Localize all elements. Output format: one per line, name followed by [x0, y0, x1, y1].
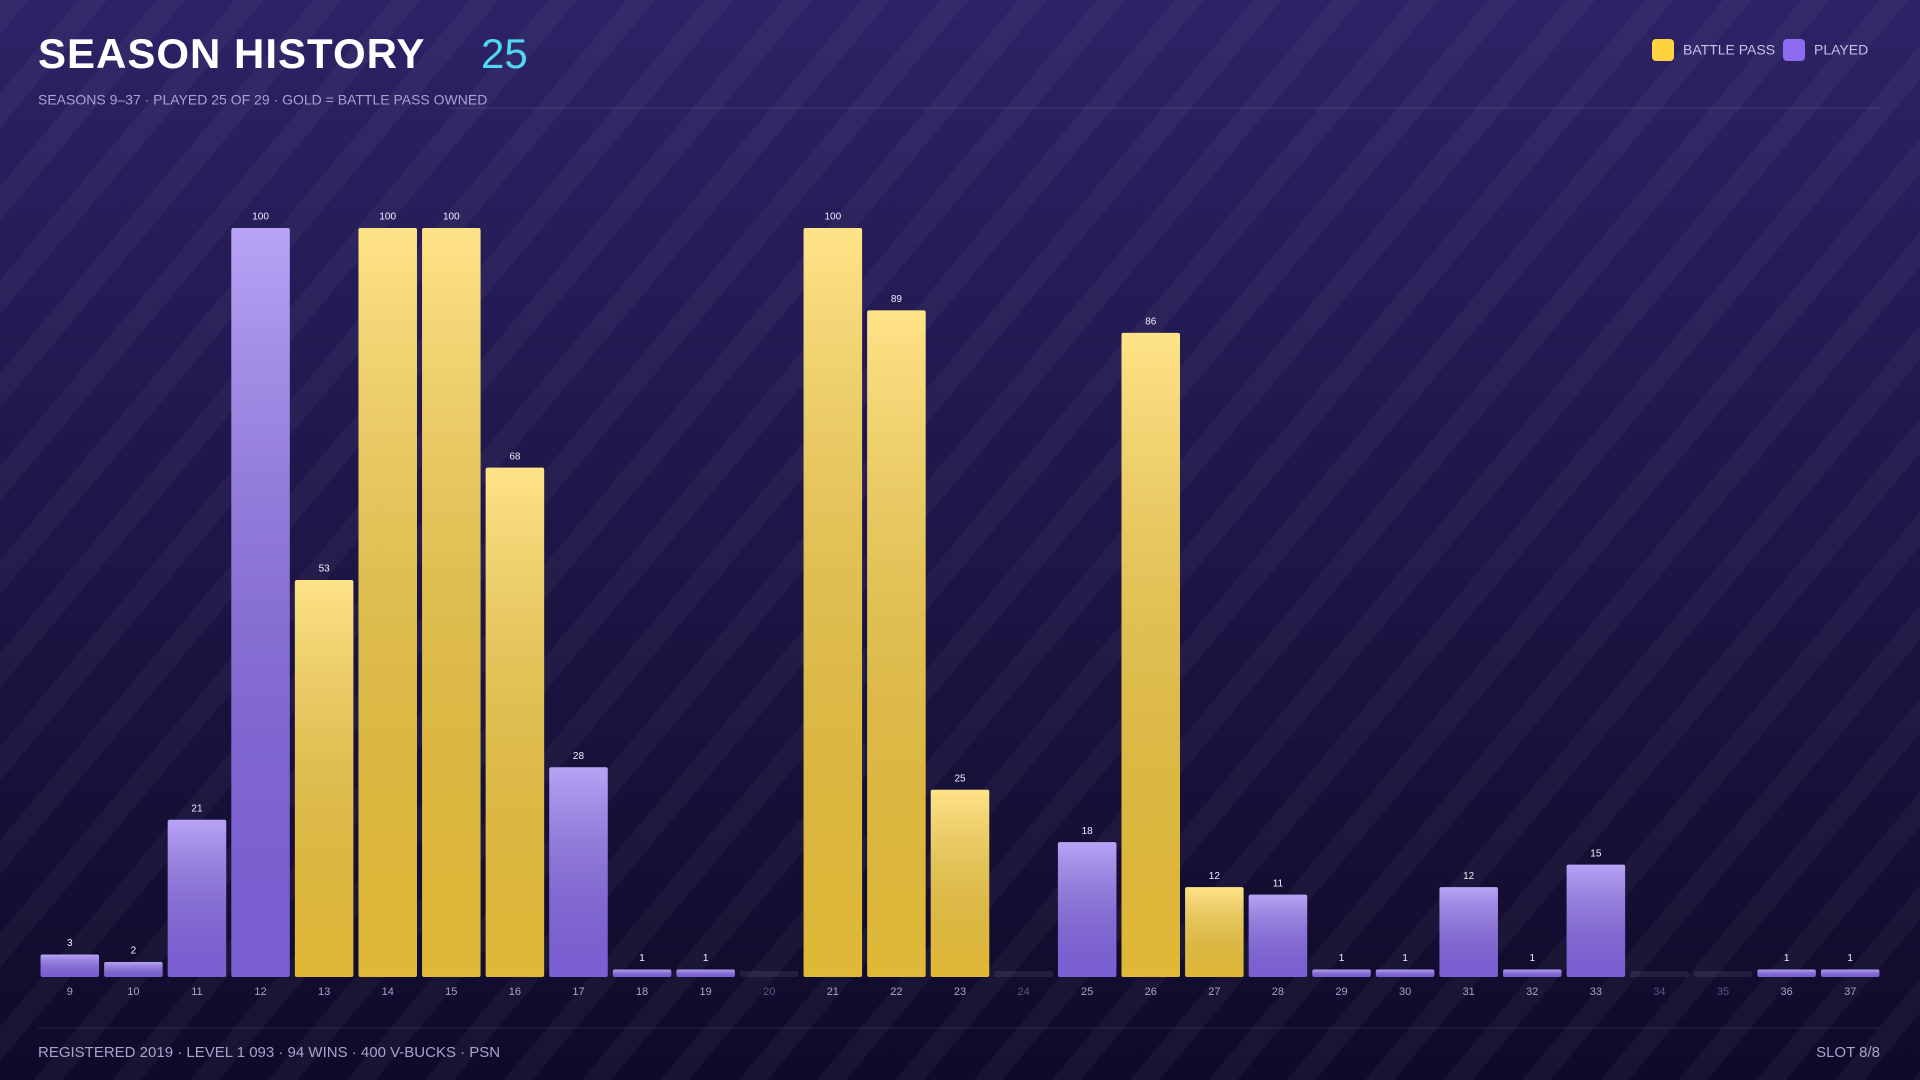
x-tick-label: 30 — [1399, 986, 1411, 998]
empty-slot — [994, 971, 1053, 977]
bar-sheen — [867, 310, 926, 977]
legend: BATTLE PASS PLAYED — [1652, 39, 1868, 61]
value-label: 28 — [573, 751, 585, 762]
x-tick-label: 27 — [1208, 986, 1220, 998]
bar-sheen — [167, 819, 227, 977]
value-label: 100 — [824, 212, 841, 223]
x-tick-label: 23 — [954, 986, 966, 998]
legend-swatch — [1652, 39, 1674, 61]
bar-sheen — [1375, 969, 1435, 977]
value-label: 68 — [509, 451, 521, 462]
bar-sheen — [485, 467, 545, 977]
footer-info: REGISTERED 2019 · LEVEL 1 093 · 94 WINS … — [38, 1044, 500, 1061]
x-tick-label: 25 — [1081, 986, 1093, 998]
bar-sheen — [612, 969, 672, 977]
bar-sheen — [422, 228, 481, 977]
value-label: 53 — [319, 564, 331, 575]
bar-sheen — [40, 954, 100, 977]
x-tick-label: 13 — [318, 986, 330, 998]
value-label: 12 — [1463, 871, 1475, 882]
value-label: 15 — [1590, 848, 1602, 859]
value-label: 1 — [703, 953, 709, 964]
bar-sheen — [104, 962, 163, 977]
bar-sheen — [1248, 894, 1308, 977]
value-label: 18 — [1082, 826, 1094, 837]
bar-sheen — [1185, 887, 1244, 977]
x-tick-label: 37 — [1844, 986, 1856, 998]
x-tick-label: 35 — [1717, 986, 1729, 998]
x-tick-label: 12 — [254, 986, 266, 998]
value-label: 100 — [443, 212, 460, 223]
x-tick-label: 32 — [1526, 986, 1538, 998]
bar-sheen — [1312, 969, 1371, 977]
x-tick-label: 26 — [1145, 986, 1157, 998]
x-tick-label: 19 — [700, 986, 712, 998]
x-tick-label: 17 — [572, 986, 584, 998]
value-label: 89 — [891, 294, 903, 305]
bar-sheen — [358, 228, 417, 977]
x-tick-label: 28 — [1272, 986, 1284, 998]
bar-sheen — [231, 228, 290, 977]
value-label: 12 — [1209, 871, 1221, 882]
bar-sheen — [930, 789, 990, 977]
x-tick-label: 10 — [127, 986, 139, 998]
x-tick-label: 18 — [636, 986, 648, 998]
legend-label: BATTLE PASS — [1683, 42, 1775, 58]
bar-sheen — [549, 767, 608, 977]
value-label: 25 — [954, 773, 966, 784]
x-tick-label: 11 — [191, 986, 202, 998]
value-label: 86 — [1145, 317, 1157, 328]
bar-sheen — [1503, 969, 1562, 977]
bar-sheen — [1439, 887, 1498, 977]
bar-sheen — [1566, 864, 1626, 977]
x-tick-label: 34 — [1653, 986, 1665, 998]
value-label: 21 — [191, 803, 203, 814]
bar-sheen — [1121, 332, 1181, 977]
x-tick-label: 24 — [1017, 986, 1029, 998]
x-tick-label: 31 — [1463, 986, 1475, 998]
x-tick-label: 14 — [382, 986, 394, 998]
x-tick-label: 9 — [67, 986, 73, 998]
x-tick-label: 21 — [827, 986, 839, 998]
bar-sheen — [676, 969, 735, 977]
bar-sheen — [1820, 969, 1880, 977]
x-tick-label: 29 — [1335, 986, 1347, 998]
legend-label: PLAYED — [1814, 42, 1868, 58]
value-label: 3 — [67, 938, 73, 949]
bar-sheen — [1057, 842, 1117, 977]
subtitle: SEASONS 9–37 · PLAYED 25 OF 29 · GOLD = … — [38, 92, 487, 108]
empty-slot — [739, 971, 799, 977]
bar-sheen — [803, 228, 863, 977]
value-label: 1 — [1847, 953, 1853, 964]
value-label: 1 — [1529, 953, 1535, 964]
value-label: 100 — [379, 212, 396, 223]
x-tick-label: 15 — [445, 986, 457, 998]
bar-sheen — [1757, 969, 1816, 977]
value-label: 1 — [639, 953, 645, 964]
bar-sheen — [294, 580, 354, 977]
value-label: 1 — [1784, 953, 1790, 964]
title-count: 25 — [481, 30, 528, 77]
x-tick-label: 33 — [1590, 986, 1602, 998]
chart-title: SEASON HISTORY — [38, 30, 425, 77]
footer-slot: SLOT 8/8 — [1816, 1044, 1880, 1061]
legend-swatch — [1783, 39, 1805, 61]
x-tick-label: 36 — [1780, 986, 1792, 998]
empty-slot — [1693, 971, 1753, 977]
x-tick-label: 22 — [890, 986, 902, 998]
value-label: 1 — [1339, 953, 1345, 964]
x-tick-label: 16 — [509, 986, 521, 998]
plot: 3921021111001253131001410015681628171181… — [40, 212, 1880, 998]
empty-slot — [1630, 971, 1689, 977]
x-tick-label: 20 — [763, 986, 775, 998]
value-label: 2 — [131, 946, 137, 957]
value-label: 11 — [1273, 878, 1284, 889]
value-label: 100 — [252, 212, 269, 223]
value-label: 1 — [1402, 953, 1408, 964]
